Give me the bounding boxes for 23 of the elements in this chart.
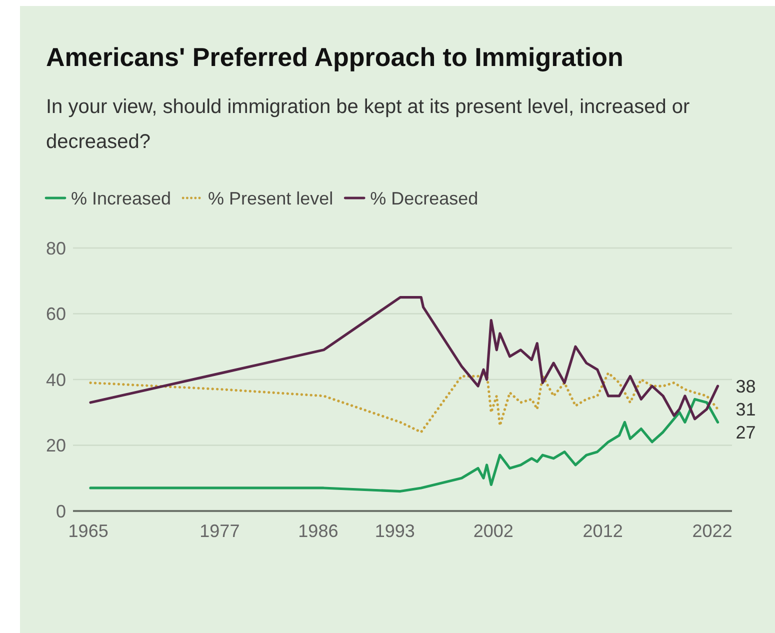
- y-tick-label: 60: [46, 304, 66, 324]
- data-label: 31: [736, 399, 756, 420]
- x-tick-label: 2012: [582, 521, 623, 541]
- line-series: [89, 296, 720, 420]
- y-tick-label: 80: [46, 238, 66, 258]
- chart-title: Americans' Preferred Approach to Immigration: [46, 42, 624, 72]
- data-label: 27: [736, 422, 756, 442]
- line-series: [89, 398, 720, 493]
- x-tick-label: 2002: [473, 521, 514, 541]
- x-tick-label: 1965: [68, 521, 108, 541]
- y-tick-label: 40: [46, 370, 66, 390]
- line-series: [89, 372, 720, 434]
- y-tick-label: 20: [46, 436, 66, 456]
- legend-label: % Increased: [71, 188, 172, 208]
- chart-subtitle: In your view, should immigration be kept at its present level, increased or decreased?: [46, 96, 690, 153]
- data-label: 38: [736, 376, 756, 396]
- legend-label: % Decreased: [370, 188, 478, 208]
- x-tick-label: 1977: [200, 521, 240, 541]
- x-tick-label: 2022: [692, 521, 732, 541]
- x-tick-label: 1993: [374, 521, 415, 541]
- legend-label: % Present level: [208, 188, 334, 208]
- y-tick-label: 0: [56, 501, 66, 522]
- x-tick-label: 1986: [298, 521, 338, 541]
